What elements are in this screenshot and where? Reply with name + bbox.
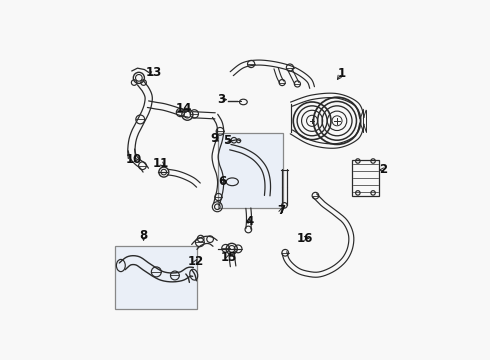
Text: 12: 12: [188, 255, 204, 268]
Text: 13: 13: [146, 66, 162, 79]
Text: 11: 11: [153, 157, 169, 170]
Text: 2: 2: [380, 163, 388, 176]
Text: 15: 15: [220, 251, 237, 264]
Text: 5: 5: [223, 134, 231, 147]
Text: 1: 1: [338, 67, 346, 80]
Text: 8: 8: [140, 229, 147, 242]
Text: 7: 7: [277, 204, 285, 217]
Text: 6: 6: [219, 175, 227, 188]
Bar: [352, 159, 379, 195]
Bar: [218, 133, 283, 208]
Bar: [115, 246, 197, 309]
Text: 4: 4: [245, 216, 254, 229]
Text: 9: 9: [210, 132, 219, 145]
Text: 14: 14: [176, 102, 192, 115]
Text: 10: 10: [126, 153, 142, 166]
Text: 3: 3: [217, 93, 225, 106]
Text: 16: 16: [297, 232, 313, 245]
